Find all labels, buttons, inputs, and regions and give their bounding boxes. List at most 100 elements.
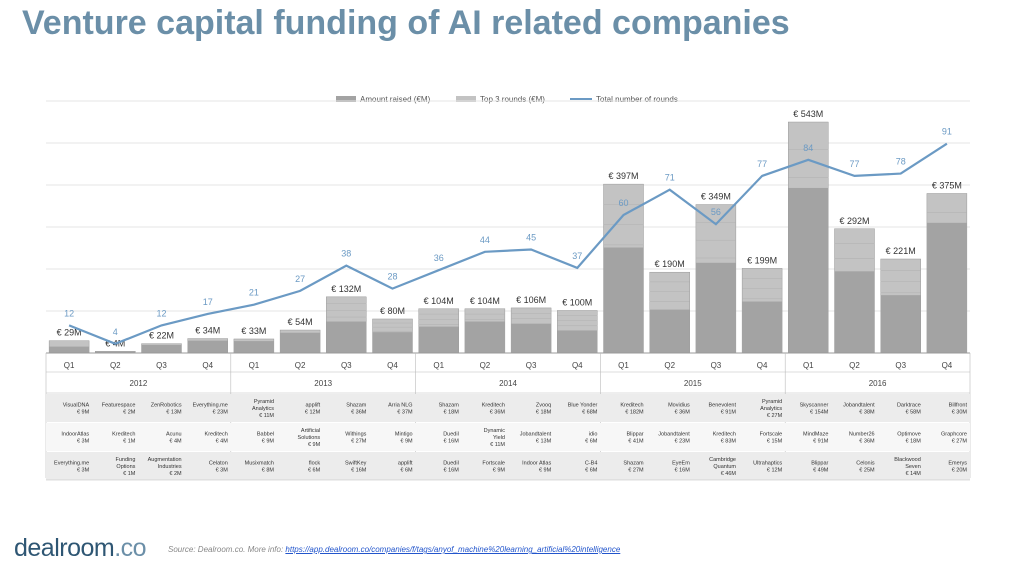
- rounds-value-label: 56: [711, 207, 721, 217]
- chart-gridlines: [46, 100, 970, 312]
- legend-label: Top 3 rounds (€M): [480, 95, 545, 104]
- company-amount: € 58M: [906, 410, 922, 416]
- rounds-value-label: 78: [896, 157, 906, 167]
- company-name: Blippar: [626, 432, 643, 438]
- company-amount: € 6M: [585, 468, 598, 474]
- quarter-label: Q2: [664, 361, 675, 370]
- bar-top3-rounds: [603, 247, 644, 353]
- company-amount: € 27M: [767, 413, 783, 419]
- bar-value-label: € 375M: [932, 180, 962, 190]
- company-amount: € 3M: [77, 468, 90, 474]
- bar-value-label: € 190M: [655, 259, 685, 269]
- rounds-value-label: 4: [113, 327, 118, 337]
- company-amount: € 11M: [490, 442, 505, 448]
- company-amount: € 18M: [906, 439, 922, 445]
- company-name: Mintigo: [395, 432, 413, 438]
- company-name: Emerys: [948, 461, 967, 467]
- company-amount: € 83M: [721, 439, 737, 445]
- company-name: applift: [306, 403, 321, 409]
- bar-top3-rounds: [880, 295, 921, 353]
- company-amount: € 12M: [305, 410, 321, 416]
- year-label: 2014: [499, 379, 517, 388]
- company-name: Pyramid: [254, 399, 274, 405]
- bar-top3-rounds: [926, 222, 967, 353]
- company-row-bg: [46, 452, 970, 480]
- quarter-label: Q1: [249, 361, 260, 370]
- bar-value-label: € 397M: [608, 171, 638, 181]
- company-row-bg: [46, 394, 970, 422]
- company-amount: € 9M: [400, 439, 413, 445]
- bar-value-label: € 199M: [747, 255, 777, 265]
- company-name: Kreditech: [482, 403, 505, 409]
- company-amount: € 154M: [810, 410, 829, 416]
- company-amount: € 3M: [77, 439, 90, 445]
- quarter-label: Q2: [480, 361, 491, 370]
- company-name: Augmentation: [148, 457, 182, 463]
- bar-top3-rounds: [649, 309, 690, 353]
- company-name: flock: [309, 461, 321, 467]
- legend-swatch: [336, 96, 356, 102]
- company-amount: € 36M: [351, 410, 367, 416]
- bar-value-label: € 22M: [149, 331, 174, 341]
- company-name: Celaton: [209, 461, 228, 467]
- rounds-value-label: 36: [434, 253, 444, 263]
- rounds-value-label: 77: [757, 159, 767, 169]
- company-name: Jobandtalent: [520, 432, 552, 438]
- rounds-value-label: 38: [341, 249, 351, 259]
- quarter-label: Q1: [64, 361, 75, 370]
- company-name: Seven: [905, 464, 921, 470]
- source-link[interactable]: https://app.dealroom.co/companies/f/tags…: [285, 545, 621, 554]
- logo-main-text: dealroom: [14, 534, 115, 562]
- company-name: Fortscale: [482, 461, 505, 467]
- quarter-label: Q3: [711, 361, 722, 370]
- company-name: Duedil: [443, 461, 459, 467]
- quarter-label: Q4: [757, 361, 768, 370]
- rounds-value-label: 45: [526, 233, 536, 243]
- company-name: Babbel: [257, 432, 274, 438]
- company-amount: € 1M: [123, 439, 136, 445]
- company-amount: € 36M: [675, 410, 691, 416]
- company-amount: € 3M: [216, 468, 229, 474]
- company-name: VisualDNA: [63, 403, 90, 409]
- company-amount: € 16M: [351, 468, 367, 474]
- company-name: Celonis: [856, 461, 875, 467]
- company-amount: € 20M: [952, 468, 968, 474]
- quarter-label: Q1: [433, 361, 444, 370]
- company-name: Musixmatch: [245, 461, 274, 467]
- dealroom-logo[interactable]: dealroom.co: [14, 534, 147, 563]
- year-label: 2015: [684, 379, 702, 388]
- company-amount: € 8M: [262, 468, 275, 474]
- company-name: Kreditech: [620, 403, 643, 409]
- company-amount: € 91M: [721, 410, 737, 416]
- year-label: 2012: [130, 379, 148, 388]
- company-name: Blippar: [811, 461, 828, 467]
- year-label: 2013: [314, 379, 332, 388]
- company-name: Shazam: [439, 403, 460, 409]
- company-name: Shazam: [623, 461, 644, 467]
- bar-top3-rounds: [95, 351, 136, 353]
- rounds-value-label: 12: [64, 308, 74, 318]
- company-amount: € 9M: [262, 439, 275, 445]
- company-name: C-B4: [585, 461, 598, 467]
- company-amount: € 30M: [952, 410, 968, 416]
- company-amount: € 2M: [123, 410, 136, 416]
- company-name: Blue Yonder: [568, 403, 598, 409]
- rounds-value-label: 44: [480, 235, 490, 245]
- company-name: MindMaze: [803, 432, 828, 438]
- rounds-value-label: 71: [665, 173, 675, 183]
- quarter-label: Q4: [387, 361, 398, 370]
- bar-top3-rounds: [788, 187, 829, 353]
- company-table: Q1 Q2 Q3 Q4 Q1 Q2 Q3 Q4 Q1 Q2 Q3 Q4 Q1 Q2 Q3 Q4 Q1 Q2 Q3 Q4…: [45, 352, 971, 481]
- company-amount: € 9M: [539, 468, 552, 474]
- quarter-label: Q4: [202, 361, 213, 370]
- company-name: Pyramid: [762, 399, 782, 405]
- company-amount: € 13M: [166, 410, 182, 416]
- company-name: ZenRobotics: [151, 403, 182, 409]
- company-name: Analytics: [760, 406, 782, 412]
- company-amount: € 27M: [952, 439, 968, 445]
- bar-top3-rounds: [464, 321, 505, 353]
- company-name: Shazam: [346, 403, 367, 409]
- bar-value-label: € 33M: [241, 326, 266, 336]
- rounds-value-label: 17: [203, 297, 213, 307]
- quarter-label: Q1: [803, 361, 814, 370]
